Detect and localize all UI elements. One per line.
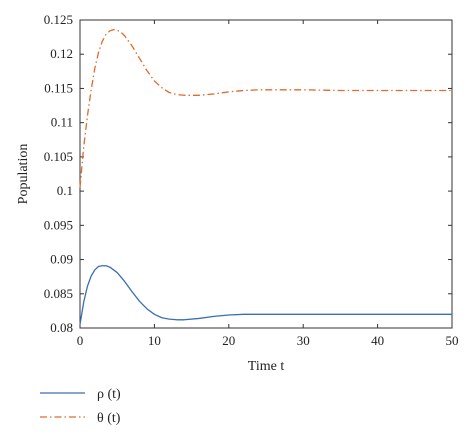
x-axis-ticks: 0 10 20 30 40 50 — [77, 20, 459, 348]
x-tick-label: 10 — [148, 333, 161, 348]
x-tick-label: 40 — [371, 333, 384, 348]
legend-label-theta: θ (t) — [97, 411, 121, 426]
series-line-rho — [79, 265, 452, 325]
y-tick-label: 0.105 — [44, 149, 73, 164]
y-axis-label: Population — [16, 144, 31, 205]
legend: ρ (t) θ (t) — [40, 387, 121, 426]
y-tick-label: 0.115 — [44, 80, 73, 95]
x-axis-label: Time t — [248, 359, 285, 374]
y-tick-label: 0.095 — [44, 217, 73, 232]
series-line-theta — [79, 28, 452, 188]
y-tick-label: 0.09 — [50, 252, 73, 267]
plot-frame — [79, 19, 453, 329]
y-tick-label: 0.125 — [44, 12, 73, 27]
x-tick-label: 30 — [297, 333, 310, 348]
y-tick-label: 0.12 — [50, 46, 73, 61]
y-axis-ticks: 0.08 0.085 0.09 0.095 0.1 0.105 0.11 0.115 0.12 0… — [44, 12, 452, 335]
legend-label-rho: ρ (t) — [97, 387, 121, 402]
y-tick-label: 0.08 — [50, 320, 73, 335]
x-tick-label: 0 — [77, 333, 84, 348]
x-tick-label: 20 — [222, 333, 235, 348]
series-group — [79, 28, 452, 325]
y-tick-label: 0.11 — [51, 115, 73, 130]
x-tick-label: 50 — [446, 333, 459, 348]
y-tick-label: 0.085 — [44, 286, 73, 301]
y-tick-label: 0.1 — [57, 183, 73, 198]
